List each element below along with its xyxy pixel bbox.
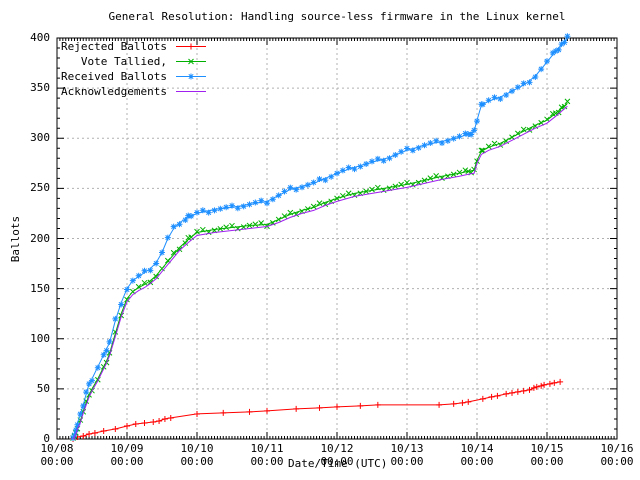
x-tick-date: 10/13 — [390, 442, 424, 455]
y-tick-label: 100 — [30, 331, 50, 345]
legend-label: Acknowledgements — [61, 85, 167, 98]
legend-item-vote-tallied: Vote Tallied, — [59, 54, 209, 69]
x-tick-time: 00:00 — [110, 455, 144, 468]
y-tick-label: 250 — [30, 181, 50, 195]
x-tick-time: 00:00 — [460, 455, 494, 468]
legend-sample-stroke — [176, 58, 206, 65]
y-tick-label: 150 — [30, 281, 50, 295]
x-tick-date: 10/08 — [40, 442, 74, 455]
legend: Rejected Ballots Vote Tallied, Received … — [59, 39, 209, 99]
legend-label: Received Ballots — [61, 70, 167, 83]
y-tick-label: 200 — [30, 231, 50, 245]
x-tick-date: 10/11 — [250, 442, 284, 455]
y-tick-label: 400 — [30, 31, 50, 44]
legend-sample-line-icon — [176, 58, 206, 65]
axis-ticks — [56, 37, 618, 440]
legend-item-rejected-ballots: Rejected Ballots — [59, 39, 209, 54]
x-tick-time: 00:00 — [390, 455, 424, 468]
y-tick-label: 350 — [30, 81, 50, 95]
series-markers-rejected — [70, 378, 564, 442]
x-tick-date: 10/16 — [600, 442, 634, 455]
series-line-tallied — [72, 102, 568, 440]
legend-label: Rejected Ballots — [61, 40, 167, 53]
grid-lines — [57, 38, 617, 439]
x-tick-date: 10/10 — [180, 442, 214, 455]
chart-title: General Resolution: Handling source-less… — [108, 10, 566, 23]
legend-sample-line-icon — [176, 91, 206, 92]
legend-label: Vote Tallied, — [80, 55, 167, 68]
series-line-acks — [72, 105, 568, 440]
legend-item-acknowledgements: Acknowledgements — [59, 84, 209, 99]
x-tick-date: 10/12 — [320, 442, 354, 455]
x-tick-date: 10/14 — [460, 442, 494, 455]
x-tick-time: 00:00 — [40, 455, 74, 468]
x-tick-date: 10/15 — [530, 442, 564, 455]
series-markers-received — [70, 33, 571, 442]
y-tick-label: 0 — [43, 432, 50, 445]
x-tick-date: 10/09 — [110, 442, 144, 455]
x-axis-label: Date/Time (UTC) — [288, 457, 388, 470]
x-tick-time: 00:00 — [600, 455, 634, 468]
y-tick-label: 300 — [30, 131, 50, 145]
series-line-rejected — [72, 381, 561, 440]
legend-sample-line-icon — [176, 73, 206, 80]
legend-sample-stroke — [176, 43, 206, 50]
legend-item-received-ballots: Received Ballots — [59, 69, 209, 84]
legend-sample-line-icon — [176, 43, 206, 50]
legend-sample-stroke — [176, 73, 206, 80]
x-tick-time: 00:00 — [250, 455, 284, 468]
x-tick-time: 00:00 — [530, 455, 564, 468]
x-tick-time: 00:00 — [320, 455, 354, 468]
y-tick-label: 50 — [36, 381, 50, 395]
x-tick-time: 00:00 — [180, 455, 214, 468]
